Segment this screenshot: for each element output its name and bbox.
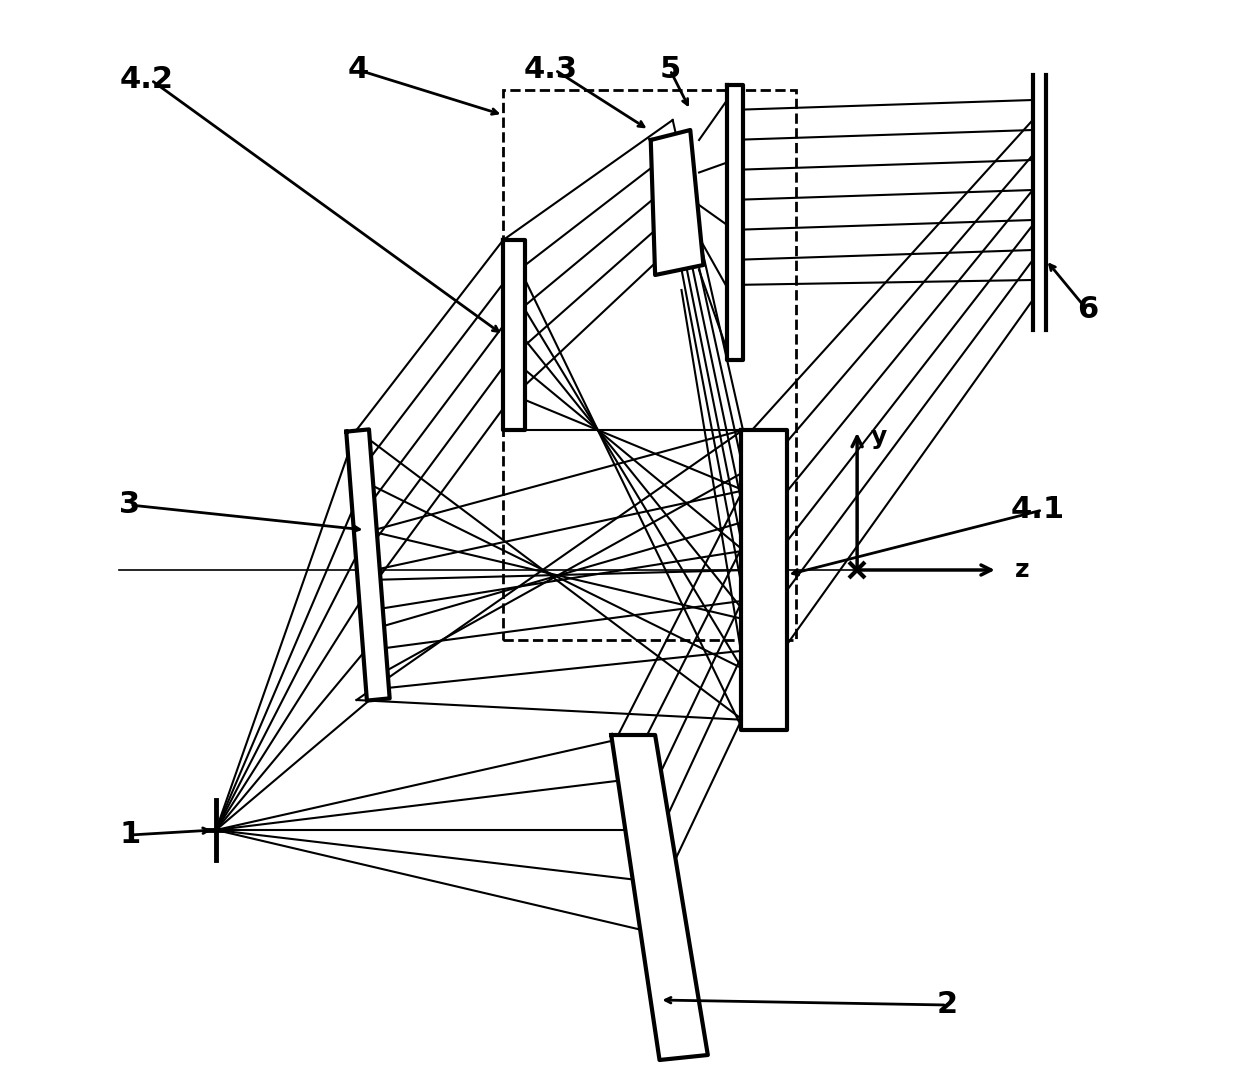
Text: 4.1: 4.1 xyxy=(1011,495,1065,524)
Text: 4: 4 xyxy=(347,56,370,84)
Text: z: z xyxy=(1016,558,1030,582)
Bar xyxy=(503,90,796,640)
Polygon shape xyxy=(611,735,708,1060)
Text: 3: 3 xyxy=(119,490,140,519)
Polygon shape xyxy=(742,430,787,730)
Text: 2: 2 xyxy=(936,990,957,1019)
Polygon shape xyxy=(651,130,703,276)
Text: 6: 6 xyxy=(1076,295,1097,325)
Text: 1: 1 xyxy=(119,820,140,849)
Text: 5: 5 xyxy=(660,56,681,84)
Text: y: y xyxy=(870,425,887,449)
Text: 4.2: 4.2 xyxy=(119,65,174,94)
Text: 4.3: 4.3 xyxy=(523,56,578,84)
Polygon shape xyxy=(503,240,526,430)
Polygon shape xyxy=(727,85,743,360)
Polygon shape xyxy=(346,429,389,700)
